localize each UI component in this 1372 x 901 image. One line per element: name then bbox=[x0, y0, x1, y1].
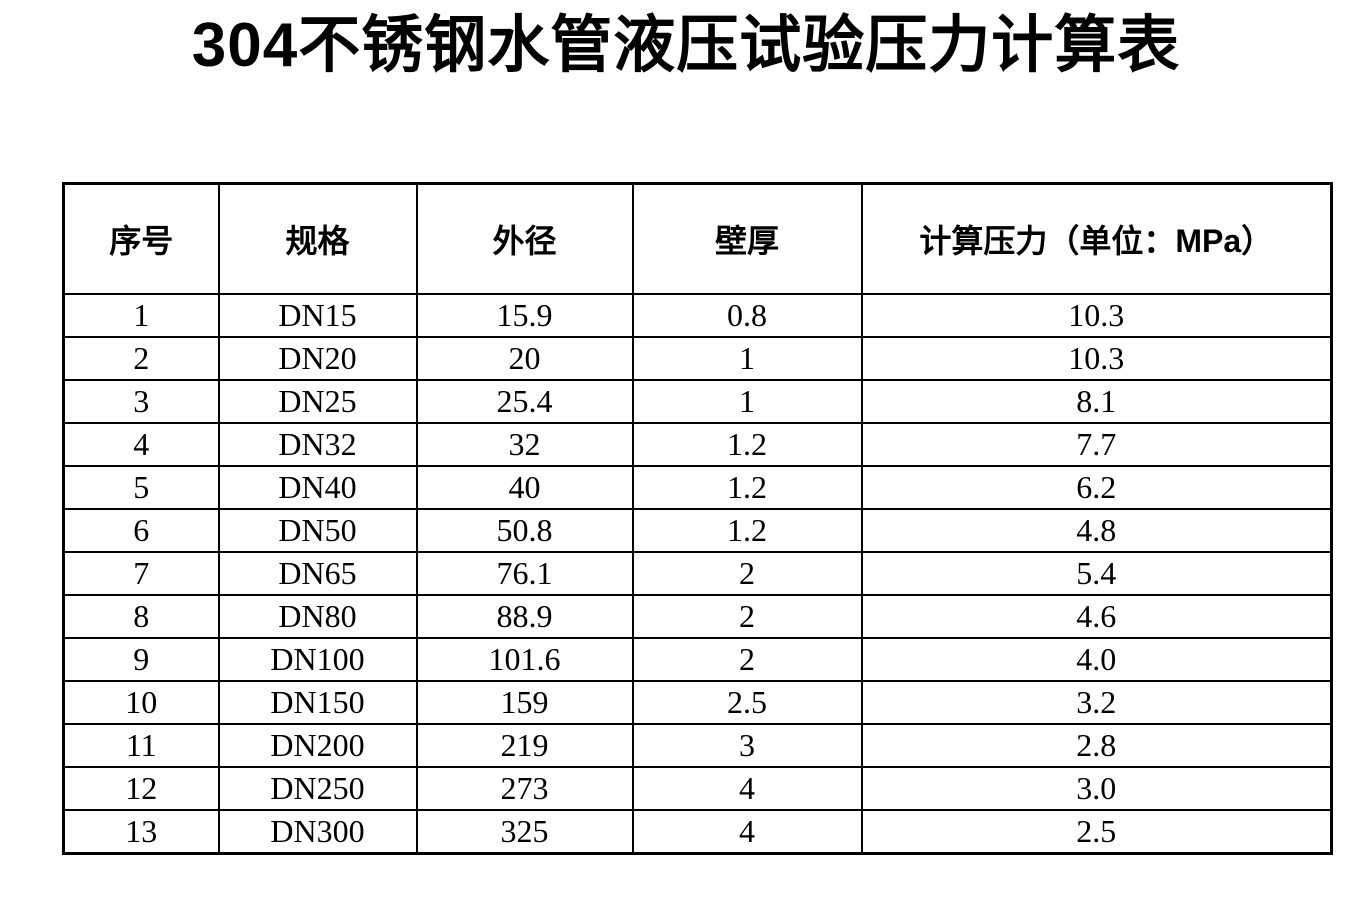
cell-spec: DN250 bbox=[217, 766, 418, 811]
cell-wall-thickness: 4 bbox=[631, 809, 863, 855]
column-header-serial: 序号 bbox=[62, 182, 220, 295]
cell-wall-thickness: 0.8 bbox=[631, 293, 863, 338]
table-row: 11 DN200 219 3 2.8 bbox=[62, 723, 1333, 768]
cell-serial: 9 bbox=[62, 637, 220, 682]
cell-serial: 13 bbox=[62, 809, 220, 855]
table-body: 1 DN15 15.9 0.8 10.3 2 DN20 20 1 10.3 3 … bbox=[62, 293, 1333, 855]
cell-serial: 11 bbox=[62, 723, 220, 768]
table-row: 10 DN150 159 2.5 3.2 bbox=[62, 680, 1333, 725]
cell-pressure: 2.8 bbox=[860, 723, 1333, 768]
cell-pressure: 3.0 bbox=[860, 766, 1333, 811]
cell-pressure: 6.2 bbox=[860, 465, 1333, 510]
table-row: 13 DN300 325 4 2.5 bbox=[62, 809, 1333, 855]
document-page: 304不锈钢水管液压试验压力计算表 序号 规格 外径 壁厚 计算压力（单位：MP… bbox=[0, 10, 1372, 901]
cell-serial: 12 bbox=[62, 766, 220, 811]
cell-pressure: 10.3 bbox=[860, 293, 1333, 338]
cell-outer-diameter: 50.8 bbox=[415, 508, 634, 553]
table-header-row: 序号 规格 外径 壁厚 计算压力（单位：MPa） bbox=[62, 182, 1333, 295]
cell-spec: DN300 bbox=[217, 809, 418, 855]
cell-pressure: 3.2 bbox=[860, 680, 1333, 725]
cell-outer-diameter: 219 bbox=[415, 723, 634, 768]
cell-serial: 6 bbox=[62, 508, 220, 553]
cell-serial: 5 bbox=[62, 465, 220, 510]
cell-wall-thickness: 2 bbox=[631, 594, 863, 639]
cell-spec: DN150 bbox=[217, 680, 418, 725]
cell-wall-thickness: 2 bbox=[631, 551, 863, 596]
cell-serial: 10 bbox=[62, 680, 220, 725]
table-row: 4 DN32 32 1.2 7.7 bbox=[62, 422, 1333, 467]
cell-wall-thickness: 2 bbox=[631, 637, 863, 682]
cell-wall-thickness: 1 bbox=[631, 336, 863, 381]
column-header-outer-diameter: 外径 bbox=[415, 182, 634, 295]
cell-spec: DN15 bbox=[217, 293, 418, 338]
cell-serial: 4 bbox=[62, 422, 220, 467]
cell-pressure: 2.5 bbox=[860, 809, 1333, 855]
table-row: 12 DN250 273 4 3.0 bbox=[62, 766, 1333, 811]
cell-pressure: 4.0 bbox=[860, 637, 1333, 682]
cell-pressure: 10.3 bbox=[860, 336, 1333, 381]
cell-spec: DN100 bbox=[217, 637, 418, 682]
table-row: 6 DN50 50.8 1.2 4.8 bbox=[62, 508, 1333, 553]
cell-outer-diameter: 88.9 bbox=[415, 594, 634, 639]
cell-pressure: 8.1 bbox=[860, 379, 1333, 424]
cell-outer-diameter: 325 bbox=[415, 809, 634, 855]
cell-pressure: 7.7 bbox=[860, 422, 1333, 467]
cell-outer-diameter: 15.9 bbox=[415, 293, 634, 338]
cell-serial: 7 bbox=[62, 551, 220, 596]
page-title: 304不锈钢水管液压试验压力计算表 bbox=[191, 11, 1181, 80]
cell-outer-diameter: 40 bbox=[415, 465, 634, 510]
table-row: 3 DN25 25.4 1 8.1 bbox=[62, 379, 1333, 424]
table-row: 2 DN20 20 1 10.3 bbox=[62, 336, 1333, 381]
cell-wall-thickness: 1.2 bbox=[631, 422, 863, 467]
cell-outer-diameter: 101.6 bbox=[415, 637, 634, 682]
table-header: 序号 规格 外径 壁厚 计算压力（单位：MPa） bbox=[62, 182, 1333, 295]
cell-outer-diameter: 273 bbox=[415, 766, 634, 811]
column-header-pressure: 计算压力（单位：MPa） bbox=[860, 182, 1333, 295]
cell-outer-diameter: 20 bbox=[415, 336, 634, 381]
cell-wall-thickness: 1.2 bbox=[631, 508, 863, 553]
pressure-calculation-table: 序号 规格 外径 壁厚 计算压力（单位：MPa） 1 DN15 15.9 0.8… bbox=[62, 182, 1333, 855]
cell-pressure: 5.4 bbox=[860, 551, 1333, 596]
column-header-spec: 规格 bbox=[217, 182, 418, 295]
table-row: 8 DN80 88.9 2 4.6 bbox=[62, 594, 1333, 639]
cell-serial: 2 bbox=[62, 336, 220, 381]
cell-pressure: 4.8 bbox=[860, 508, 1333, 553]
cell-wall-thickness: 1 bbox=[631, 379, 863, 424]
cell-wall-thickness: 2.5 bbox=[631, 680, 863, 725]
cell-serial: 3 bbox=[62, 379, 220, 424]
cell-outer-diameter: 25.4 bbox=[415, 379, 634, 424]
cell-wall-thickness: 3 bbox=[631, 723, 863, 768]
cell-spec: DN20 bbox=[217, 336, 418, 381]
cell-serial: 1 bbox=[62, 293, 220, 338]
cell-spec: DN25 bbox=[217, 379, 418, 424]
cell-spec: DN65 bbox=[217, 551, 418, 596]
table-row: 9 DN100 101.6 2 4.0 bbox=[62, 637, 1333, 682]
cell-wall-thickness: 1.2 bbox=[631, 465, 863, 510]
cell-serial: 8 bbox=[62, 594, 220, 639]
table-row: 7 DN65 76.1 2 5.4 bbox=[62, 551, 1333, 596]
cell-spec: DN80 bbox=[217, 594, 418, 639]
cell-outer-diameter: 159 bbox=[415, 680, 634, 725]
table-row: 1 DN15 15.9 0.8 10.3 bbox=[62, 293, 1333, 338]
cell-wall-thickness: 4 bbox=[631, 766, 863, 811]
cell-spec: DN200 bbox=[217, 723, 418, 768]
cell-spec: DN40 bbox=[217, 465, 418, 510]
table-row: 5 DN40 40 1.2 6.2 bbox=[62, 465, 1333, 510]
cell-spec: DN32 bbox=[217, 422, 418, 467]
cell-outer-diameter: 32 bbox=[415, 422, 634, 467]
cell-pressure: 4.6 bbox=[860, 594, 1333, 639]
cell-outer-diameter: 76.1 bbox=[415, 551, 634, 596]
column-header-wall-thickness: 壁厚 bbox=[631, 182, 863, 295]
cell-spec: DN50 bbox=[217, 508, 418, 553]
